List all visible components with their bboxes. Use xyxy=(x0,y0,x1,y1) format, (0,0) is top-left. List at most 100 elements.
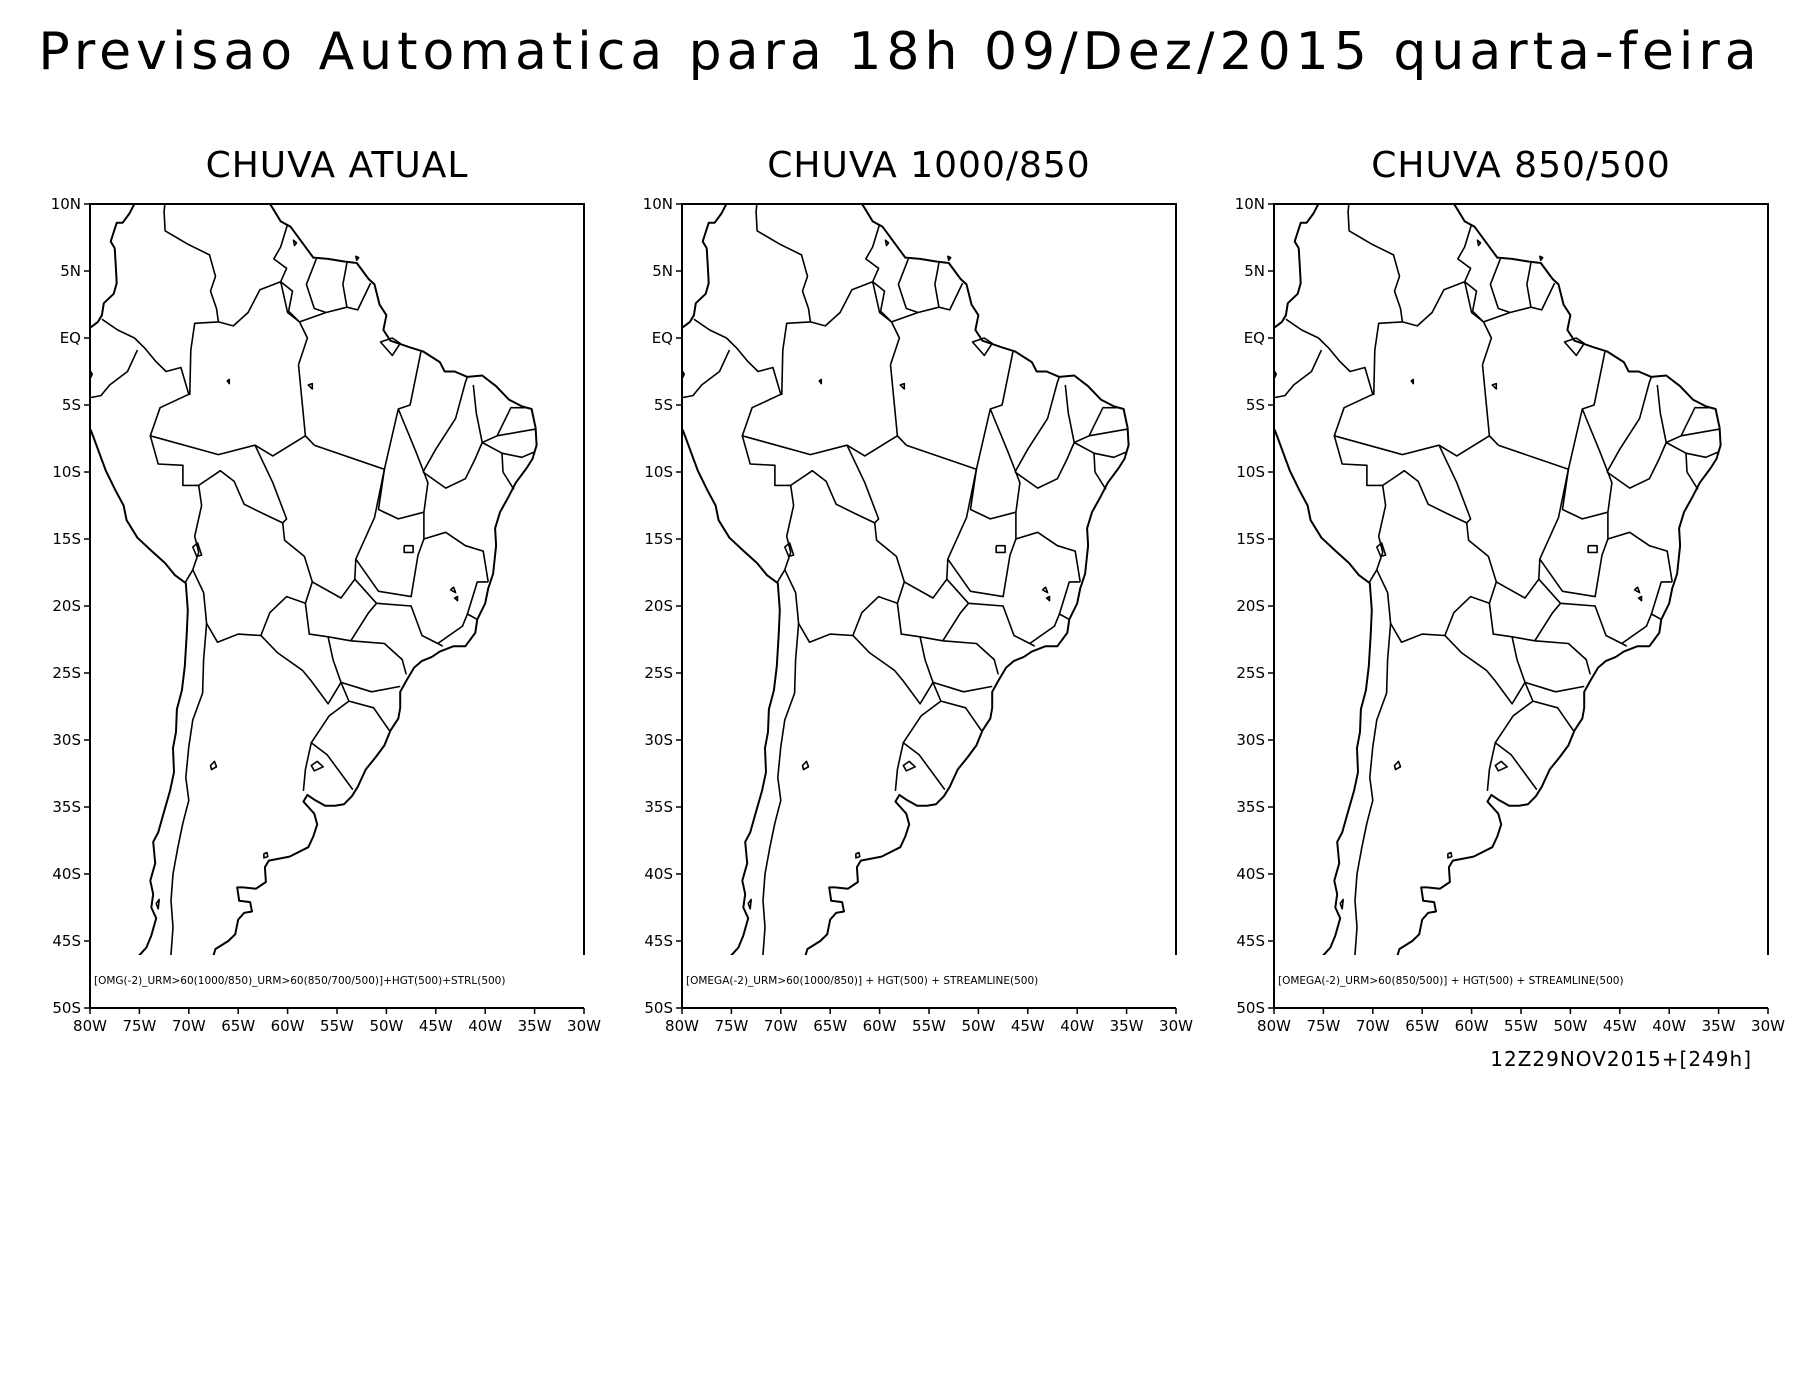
island-outline xyxy=(1045,595,1051,602)
island-outline xyxy=(902,760,916,772)
island-outline xyxy=(1637,595,1643,602)
lon-tick-label: 80W xyxy=(73,1017,107,1035)
political-border xyxy=(1650,581,1673,615)
political-border xyxy=(260,634,342,705)
island-outline xyxy=(1563,337,1585,357)
political-border xyxy=(1606,376,1653,473)
lat-tick-label: 20S xyxy=(644,597,673,615)
lat-tick-label: 15S xyxy=(644,530,673,548)
political-border xyxy=(1402,280,1556,327)
island-outline xyxy=(1410,378,1415,385)
lon-tick-label: 60W xyxy=(271,1017,305,1035)
lon-tick-label: 45W xyxy=(1603,1017,1637,1035)
lat-tick-label: 5N xyxy=(60,262,81,280)
lat-tick-label: 25S xyxy=(1236,664,1265,682)
political-border xyxy=(297,321,309,366)
lat-tick-label: 45S xyxy=(52,932,81,950)
political-border xyxy=(1488,603,1526,683)
island-outline xyxy=(310,760,324,772)
panel-legend: [OMEGA(-2)_URM>60(850/500)] + HGT(500) +… xyxy=(1278,975,1624,987)
political-border xyxy=(1621,613,1662,645)
political-border xyxy=(1494,682,1538,791)
plot-frame xyxy=(1273,203,1769,1008)
lon-tick-label: 70W xyxy=(764,1017,798,1035)
political-border xyxy=(894,742,905,791)
lat-tick-label: 35S xyxy=(644,798,673,816)
lon-tick-label: 65W xyxy=(221,1017,255,1035)
political-border xyxy=(755,204,812,323)
island-outline xyxy=(1494,760,1508,772)
political-border xyxy=(422,376,469,473)
political-border xyxy=(940,700,983,732)
political-border xyxy=(1376,469,1498,643)
lon-tick-label: 30W xyxy=(1159,1017,1193,1035)
lat-tick-label: 45S xyxy=(644,932,673,950)
political-border xyxy=(304,603,342,683)
island-outline xyxy=(1376,542,1387,558)
island-outline xyxy=(209,760,218,771)
political-border xyxy=(1685,453,1699,490)
island-outline xyxy=(226,378,231,385)
lon-tick-label: 45W xyxy=(1011,1017,1045,1035)
political-border xyxy=(1481,321,1493,366)
political-border xyxy=(902,682,946,791)
island-outline xyxy=(801,760,810,771)
island-outline xyxy=(1339,898,1344,910)
political-border xyxy=(1353,623,1392,955)
political-border xyxy=(852,634,934,705)
political-border xyxy=(376,602,444,647)
lon-tick-label: 60W xyxy=(863,1017,897,1035)
political-border xyxy=(310,682,354,791)
political-border xyxy=(481,406,526,444)
island-outline xyxy=(784,542,795,558)
island-outline xyxy=(379,337,401,357)
map-content xyxy=(90,204,538,955)
lat-tick-label: 30S xyxy=(1236,731,1265,749)
island-outline xyxy=(899,382,906,390)
lat-tick-label: 5S xyxy=(62,396,81,414)
lon-tick-label: 35W xyxy=(518,1017,552,1035)
lon-tick-label: 75W xyxy=(122,1017,156,1035)
lat-tick-label: 5S xyxy=(654,396,673,414)
lat-tick-label: 25S xyxy=(644,664,673,682)
political-border xyxy=(1457,223,1485,323)
lat-tick-label: 50S xyxy=(52,999,81,1017)
lon-tick-label: 45W xyxy=(419,1017,453,1035)
lon-tick-label: 50W xyxy=(961,1017,995,1035)
political-border xyxy=(741,393,795,584)
political-border xyxy=(423,512,489,583)
political-border xyxy=(693,318,782,395)
island-outline xyxy=(971,337,993,357)
lon-tick-label: 80W xyxy=(665,1017,699,1035)
political-border xyxy=(1665,406,1710,444)
political-border xyxy=(919,578,970,642)
map-content xyxy=(1274,204,1722,955)
panel-title: CHUVA 850/500 xyxy=(1371,145,1671,186)
political-border xyxy=(342,262,348,308)
island-outline xyxy=(1491,382,1498,390)
political-border xyxy=(1560,602,1628,647)
lon-tick-label: 75W xyxy=(714,1017,748,1035)
lat-tick-label: 35S xyxy=(1236,798,1265,816)
island-outline xyxy=(307,382,314,390)
map-content xyxy=(682,204,1130,955)
lon-tick-label: 35W xyxy=(1110,1017,1144,1035)
political-border xyxy=(90,349,139,399)
political-border xyxy=(1347,204,1404,323)
lat-tick-label: 10S xyxy=(52,463,81,481)
page-title: Previsao Automatica para 18h 09/Dez/2015… xyxy=(38,22,1762,82)
coastline xyxy=(90,204,538,955)
political-border xyxy=(1539,538,1609,598)
lat-tick-label: EQ xyxy=(652,329,673,347)
political-border xyxy=(889,364,907,446)
lat-tick-label: 15S xyxy=(1236,530,1265,548)
lon-tick-label: 35W xyxy=(1702,1017,1736,1035)
lon-tick-label: 75W xyxy=(1306,1017,1340,1035)
political-border xyxy=(780,321,811,396)
political-border xyxy=(1567,351,1606,470)
political-border xyxy=(1534,640,1591,675)
political-border xyxy=(742,435,898,457)
island-outline xyxy=(1393,760,1402,771)
lat-tick-label: 20S xyxy=(52,597,81,615)
